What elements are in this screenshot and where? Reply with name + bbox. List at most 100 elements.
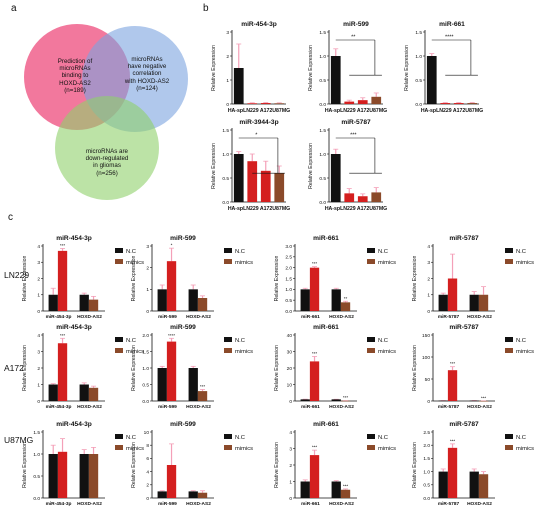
legend-swatch-nc [115,434,123,439]
bar [440,103,451,104]
bar [57,343,68,401]
bar [300,399,310,401]
y-tick-label: 0 [427,399,430,405]
legend-swatch-mimics [224,348,232,353]
legend-label-nc: N.C [516,435,526,441]
bar [300,289,310,311]
bar [371,192,382,202]
bar [340,489,351,498]
bar [247,103,258,104]
row-label-a172: A172 [4,363,24,373]
chart-title: miR-454-3p [56,421,92,428]
chart-title: miR-599 [343,21,369,28]
y-axis-label: Relative Expression [131,345,137,391]
y-tick-label: 1.5 [319,128,326,134]
y-tick-label: 1.0 [319,152,326,158]
y-tick-label: 0.0 [33,496,40,502]
y-tick-label: 4 [146,469,149,475]
legend-label-mimics: mimics [516,260,534,266]
bar [260,170,271,202]
y-tick-label: 2.0 [142,333,149,339]
y-axis-label: Relative Expression [131,255,137,301]
x-tick-label: miR-454-3p [46,501,72,507]
significance-mark: *** [60,333,66,338]
bar [331,289,341,311]
significance-mark: *** [481,395,487,400]
x-tick-label: HOXD-AS2 [329,501,354,507]
bar [453,103,464,104]
y-tick-label: 2 [37,276,40,282]
bar [79,384,89,401]
significance-mark: *** [312,261,318,266]
bar [331,481,341,498]
legend-label-nc: N.C [516,338,526,344]
y-axis-label: Relative Expression [22,345,28,391]
y-axis-label: Relative Expression [308,143,314,189]
significance-mark: *** [60,243,66,248]
chart-title: miR-5787 [449,421,479,428]
y-tick-label: 0.0 [319,200,326,206]
bar [197,492,208,498]
y-tick-label: 0 [146,496,149,502]
chart-title: miR-661 [313,324,339,331]
y-tick-label: 0.5 [285,298,292,304]
y-axis-label: Relative Expression [412,255,418,301]
significance-mark: * [171,243,173,248]
y-tick-label: 1 [226,78,229,84]
y-tick-label: 0.0 [423,496,430,502]
y-tick-label: 0 [37,309,40,315]
bar [357,100,368,104]
bar [344,101,355,104]
legend-swatch-mimics [224,445,232,450]
y-tick-label: 3 [226,30,229,36]
y-tick-label: 2.0 [285,265,292,271]
chart-title: miR-661 [313,235,339,242]
legend-swatch-mimics [115,348,123,353]
legend-label-nc: N.C [235,249,245,255]
legend-swatch-nc [224,337,232,342]
legend-swatch-nc [224,434,232,439]
legend-swatch-nc [115,248,123,253]
bar [438,471,448,498]
significance-mark: *** [350,133,357,139]
legend-swatch-nc [115,337,123,342]
bar [330,56,341,104]
y-axis-label: Relative Expression [412,345,418,391]
y-axis-label: Relative Expression [22,442,28,488]
y-tick-label: 10 [287,382,293,388]
significance-mark: **** [445,35,454,41]
bar [233,154,244,202]
y-tick-label: 1 [427,293,430,299]
legend-swatch-mimics [367,348,375,353]
y-tick-label: 2.0 [423,443,430,449]
y-tick-label: 0.0 [415,102,422,108]
x-tick-label: miR-5787 [438,314,460,320]
legend-label-nc: N.C [235,435,245,441]
y-tick-label: 0 [37,399,40,405]
y-tick-label: 2 [289,463,292,469]
bar [478,474,489,498]
y-tick-label: 0 [289,399,292,405]
bar [233,68,244,104]
bar [344,193,355,202]
x-tick-label: miR-599 [158,501,177,507]
significance-mark: *** [450,361,456,366]
y-axis-label: Relative Expression [412,442,418,488]
bar [469,294,479,311]
y-tick-label: 0.5 [222,176,229,182]
x-tick-label: HOXD-AS2 [329,404,354,410]
bar [469,400,479,402]
y-axis-label: Relative Expression [131,442,137,488]
significance-mark: *** [312,445,318,450]
panel-label-b: b [203,3,209,14]
legend-label-mimics: mimics [126,446,144,452]
y-tick-label: 0 [146,309,149,315]
significance-mark: *** [312,351,318,356]
y-axis-label: Relative Expression [22,255,28,301]
legend-label-mimics: mimics [378,349,396,355]
bar [447,447,458,498]
legend-swatch-nc [505,434,513,439]
bar [447,278,458,311]
